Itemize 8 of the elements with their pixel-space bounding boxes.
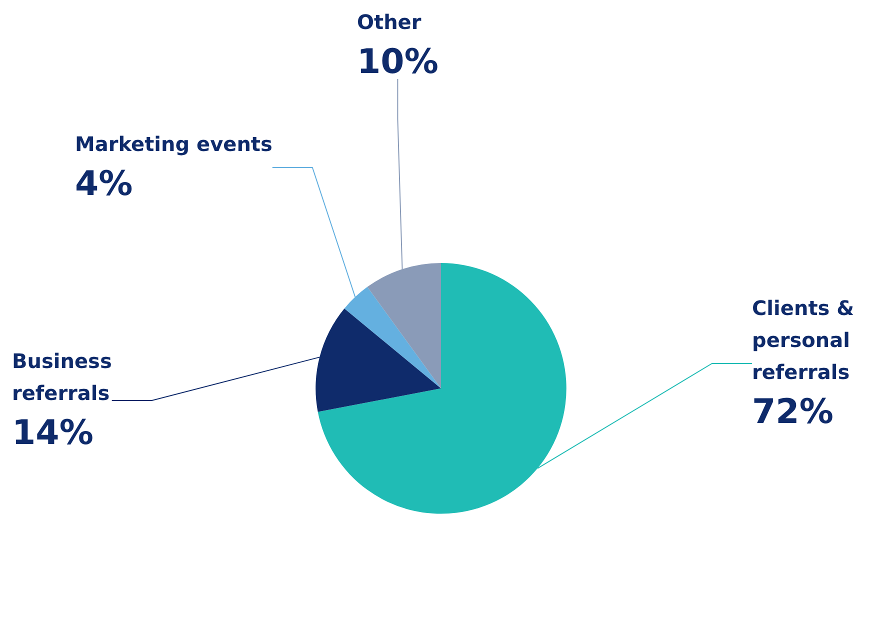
slice-label: Business referrals [12, 349, 112, 405]
data-label: 14% [12, 413, 94, 453]
data-label: 72% [752, 392, 834, 432]
data-label: 10% [357, 42, 438, 82]
slice-label: Clients & personal referrals [752, 296, 854, 384]
slice-label: Other [357, 10, 422, 34]
data-label: 4% [75, 164, 133, 204]
slice-label: Marketing events [75, 132, 272, 156]
